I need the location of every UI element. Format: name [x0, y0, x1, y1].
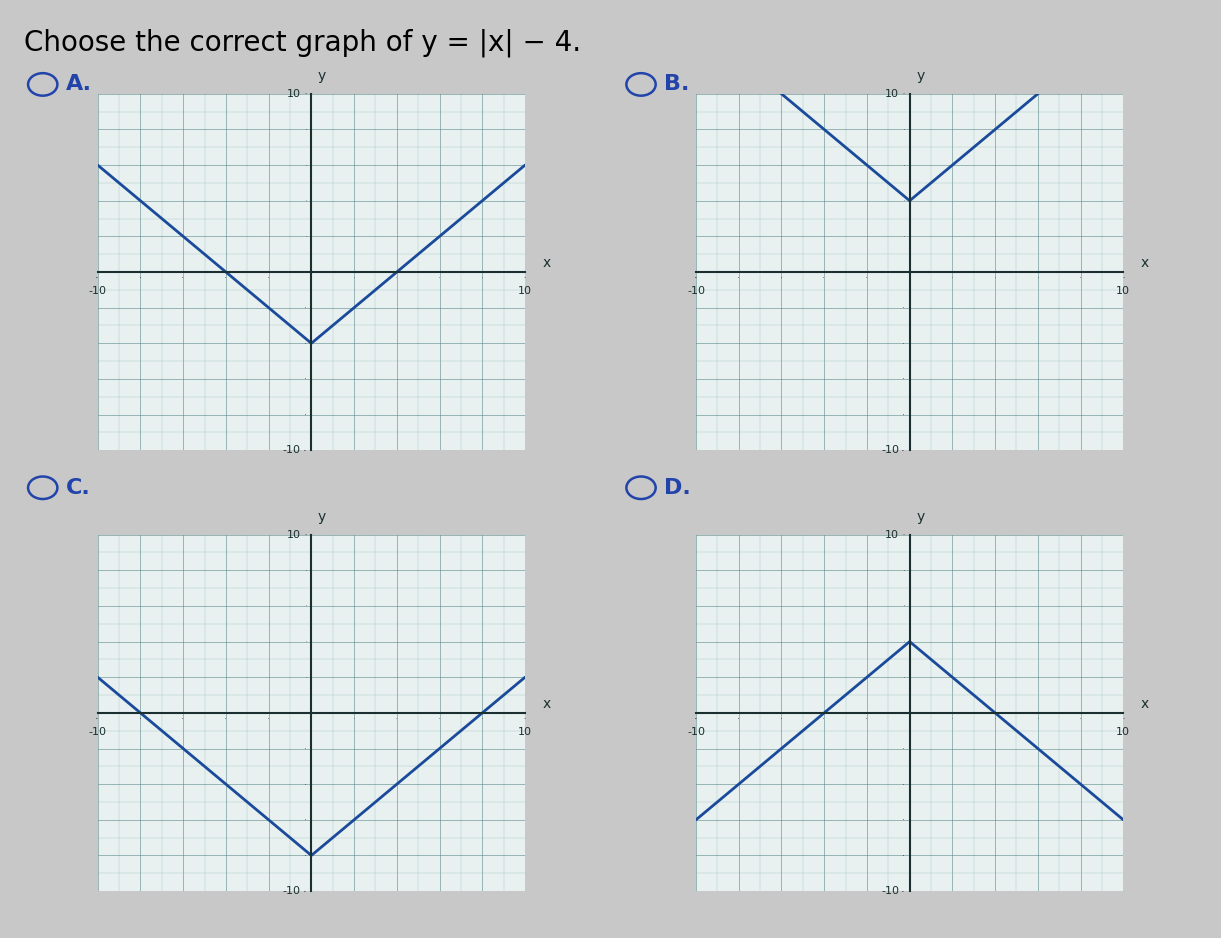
Text: -10: -10	[89, 286, 106, 296]
Text: y: y	[317, 69, 326, 83]
Text: 10: 10	[287, 89, 300, 98]
Text: B.: B.	[664, 74, 690, 95]
Text: y: y	[916, 69, 924, 83]
Text: Choose the correct graph of y = |x| − 4.: Choose the correct graph of y = |x| − 4.	[24, 28, 581, 56]
Text: y: y	[916, 510, 924, 523]
Text: -10: -10	[687, 286, 705, 296]
Text: -10: -10	[687, 727, 705, 737]
Text: 10: 10	[287, 530, 300, 539]
Text: 10: 10	[1116, 727, 1131, 737]
Text: x: x	[1140, 697, 1149, 711]
Text: D.: D.	[664, 477, 691, 498]
Text: C.: C.	[66, 477, 90, 498]
Text: 10: 10	[518, 286, 532, 296]
Text: 10: 10	[1116, 286, 1131, 296]
Text: -10: -10	[283, 446, 300, 455]
Text: -10: -10	[882, 886, 899, 896]
Text: A.: A.	[66, 74, 92, 95]
Text: 10: 10	[885, 530, 899, 539]
Text: -10: -10	[89, 727, 106, 737]
Text: -10: -10	[882, 446, 899, 455]
Text: x: x	[1140, 256, 1149, 270]
Text: -10: -10	[283, 886, 300, 896]
Text: 10: 10	[885, 89, 899, 98]
Text: x: x	[542, 256, 551, 270]
Text: 10: 10	[518, 727, 532, 737]
Text: x: x	[542, 697, 551, 711]
Text: y: y	[317, 510, 326, 523]
